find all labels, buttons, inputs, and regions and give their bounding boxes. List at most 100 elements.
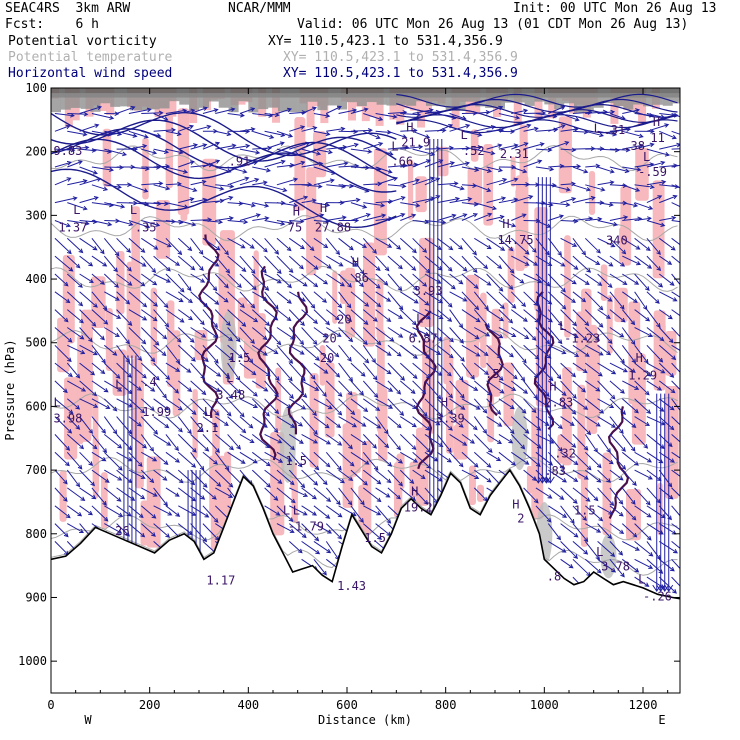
- wind-vector: [362, 309, 378, 322]
- wind-vector: [400, 144, 424, 150]
- y-tick-label: 900: [25, 590, 47, 604]
- pv-shade: [470, 129, 479, 162]
- wind-vector: [400, 398, 418, 410]
- wind-vector: [178, 220, 197, 227]
- contour-label: H: [406, 120, 413, 134]
- wind-vector: [104, 184, 122, 190]
- wind-vector: [190, 106, 208, 114]
- contour-label: 26: [115, 524, 129, 538]
- wind-vector: [387, 327, 404, 338]
- wind-vector: [362, 362, 378, 381]
- wind-vector: [313, 309, 331, 326]
- wind-vector: [622, 143, 644, 150]
- wind-vector: [264, 451, 284, 463]
- wind-vector: [375, 434, 390, 449]
- wind-vector: [622, 362, 636, 373]
- wind-vector: [585, 344, 604, 356]
- wind-vector: [79, 177, 102, 186]
- wind-vector: [547, 523, 562, 541]
- wind-vector: [671, 148, 680, 150]
- wind-vector: [560, 380, 577, 399]
- wind-vector: [535, 505, 552, 523]
- wind-vector: [202, 255, 220, 267]
- wind-vector: [609, 541, 624, 556]
- wind-vector: [350, 107, 369, 114]
- wind-vector: [609, 523, 625, 535]
- wind-vector: [153, 487, 168, 507]
- wind-vector: [523, 159, 543, 168]
- wind-vector: [202, 451, 219, 465]
- wind-vector: [301, 380, 320, 391]
- wind-vector: [399, 380, 416, 394]
- wind-vector: [350, 273, 364, 288]
- wind-vector: [103, 237, 120, 257]
- upper-grey-shade: [179, 93, 190, 105]
- wind-vector: [350, 291, 370, 307]
- wind-vector: [350, 237, 368, 248]
- wind-vector: [350, 362, 366, 377]
- wind-vector: [387, 237, 402, 250]
- wind-vector: [91, 451, 107, 462]
- wind-vector: [239, 273, 257, 291]
- wind-vector: [214, 434, 235, 451]
- wind-vector: [400, 202, 421, 208]
- wind-vector: [585, 416, 601, 427]
- wind-vector: [523, 451, 541, 467]
- wind-vector: [449, 123, 471, 132]
- wind-vector: [671, 255, 680, 264]
- wind-vector: [523, 380, 538, 400]
- wind-vector: [227, 273, 242, 289]
- wind-vector: [560, 469, 579, 482]
- wind-vector: [338, 291, 352, 309]
- wind-vector: [214, 237, 229, 256]
- wind-vector: [375, 469, 392, 484]
- wind-vector: [498, 380, 517, 391]
- wind-vector: [104, 148, 128, 157]
- contour-label: L: [643, 150, 650, 164]
- upper-grey-shade: [573, 93, 584, 113]
- pv-shade: [626, 489, 641, 541]
- wind-vector: [585, 146, 605, 152]
- wind-vector: [486, 433, 502, 445]
- wind-vector: [288, 362, 306, 382]
- wind-vector: [215, 166, 232, 174]
- wind-vector: [67, 220, 90, 226]
- wind-vector: [436, 327, 454, 343]
- wind-vector: [461, 398, 481, 410]
- wind-vector: [362, 451, 379, 471]
- wind-vector: [54, 273, 69, 287]
- wind-vector: [597, 451, 614, 465]
- wind-vector: [572, 398, 589, 410]
- wind-vector: [153, 237, 172, 248]
- wind-vector: [659, 194, 678, 204]
- upper-grey-shade: [120, 93, 131, 107]
- wind-vector: [301, 126, 318, 132]
- wind-vector: [79, 487, 97, 500]
- wind-vector: [239, 362, 257, 376]
- pv-shade: [360, 484, 368, 536]
- upper-grey-shade: [110, 93, 121, 107]
- wind-vector: [190, 197, 208, 204]
- wind-vector: [326, 255, 344, 267]
- wind-vector: [436, 434, 452, 453]
- wind-vector: [91, 434, 108, 454]
- wind-vector: [597, 273, 613, 289]
- wind-vector: [363, 142, 384, 150]
- pv-shade: [396, 88, 405, 125]
- grey-shade: [511, 406, 528, 471]
- wind-vector: [474, 184, 492, 193]
- pv-shading: [51, 88, 680, 579]
- wind-vector: [671, 220, 680, 223]
- wind-vector: [251, 327, 268, 341]
- upper-grey-shade: [51, 93, 61, 113]
- wind-vector: [338, 108, 358, 114]
- wind-vector: [153, 291, 169, 309]
- wind-vector: [128, 327, 147, 345]
- wind-vector: [399, 237, 417, 254]
- contour-label: L: [115, 378, 122, 392]
- upper-grey-shade: [258, 93, 269, 110]
- wind-vector: [400, 178, 420, 186]
- contour-label: .5: [485, 367, 499, 381]
- wind-vector: [239, 177, 260, 186]
